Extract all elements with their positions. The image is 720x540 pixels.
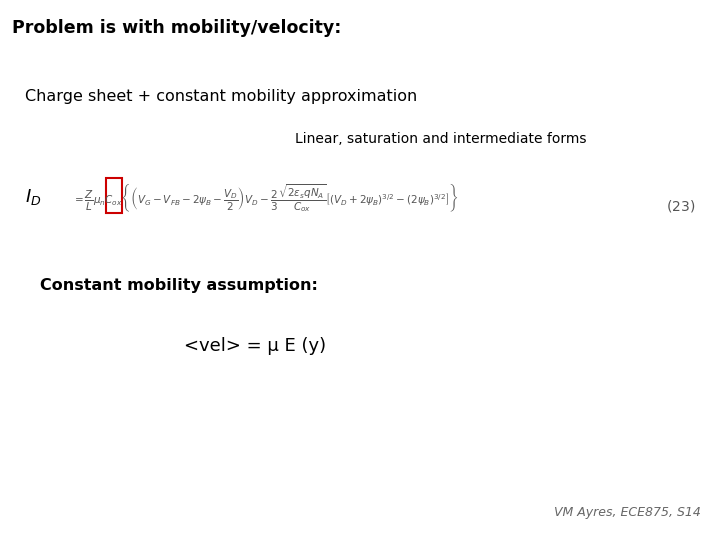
Text: <vel> = μ E (y): <vel> = μ E (y) (184, 336, 325, 355)
Text: Constant mobility assumption:: Constant mobility assumption: (40, 278, 318, 293)
Text: $I_D$: $I_D$ (25, 187, 42, 207)
Text: $(23)$: $(23)$ (665, 198, 695, 214)
Text: Problem is with mobility/velocity:: Problem is with mobility/velocity: (12, 19, 341, 37)
Text: Linear, saturation and intermediate forms: Linear, saturation and intermediate form… (295, 132, 587, 146)
Text: $= \dfrac{Z}{L}\mu_n C_{ox}\left\{\left(V_G - V_{FB}-2\psi_B - \dfrac{V_D}{2}\ri: $= \dfrac{Z}{L}\mu_n C_{ox}\left\{\left(… (72, 180, 459, 214)
Text: Charge sheet + constant mobility approximation: Charge sheet + constant mobility approxi… (25, 89, 418, 104)
Text: VM Ayres, ECE875, S14: VM Ayres, ECE875, S14 (554, 507, 701, 519)
